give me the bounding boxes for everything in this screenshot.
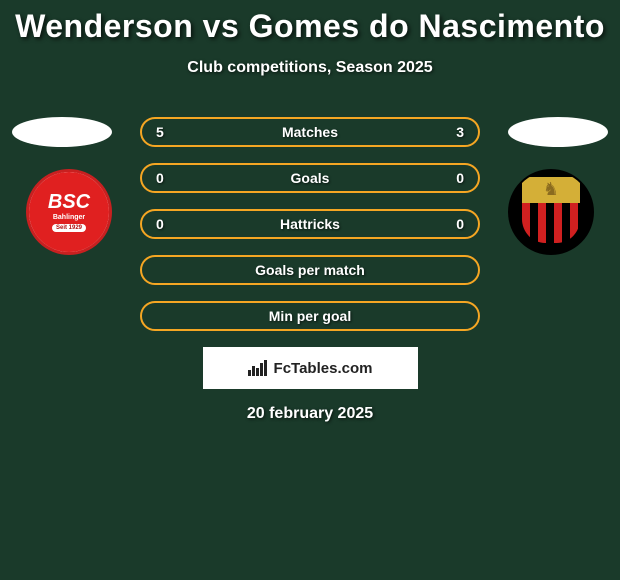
stat-right-value: 3 (424, 124, 464, 140)
player-ellipse-left (12, 117, 112, 147)
stat-label: Goals per match (196, 262, 424, 278)
club-badge-left-inner: BSC Bahlinger Seit 1929 (29, 172, 109, 252)
lion-icon: ♞ (543, 179, 559, 200)
stat-right-value: 0 (424, 216, 464, 232)
stat-label: Min per goal (196, 308, 424, 324)
watermark: FcTables.com (203, 347, 418, 389)
stat-row-matches: 5 Matches 3 (140, 117, 480, 147)
club-badge-right: ♞ (508, 169, 594, 255)
stat-label: Matches (196, 124, 424, 140)
stat-label: Goals (196, 170, 424, 186)
stat-row-mpg: Min per goal (140, 301, 480, 331)
watermark-text: FcTables.com (274, 360, 373, 377)
stat-pills: 5 Matches 3 0 Goals 0 0 Hattricks 0 Goal… (140, 117, 480, 331)
stat-row-gpm: Goals per match (140, 255, 480, 285)
badge-left-abbrev: BSC (48, 192, 90, 212)
stat-left-value: 0 (156, 216, 196, 232)
stat-row-hattricks: 0 Hattricks 0 (140, 209, 480, 239)
root: Wenderson vs Gomes do Nascimento Club co… (0, 0, 620, 423)
shield-stripes (522, 203, 580, 243)
page-title: Wenderson vs Gomes do Nascimento (0, 8, 620, 45)
stat-left-value: 0 (156, 170, 196, 186)
badge-left-since: Seit 1929 (52, 224, 86, 232)
stat-right-value: 0 (424, 170, 464, 186)
date-label: 20 february 2025 (0, 405, 620, 423)
stat-left-value: 5 (156, 124, 196, 140)
club-badge-right-shield: ♞ (510, 171, 592, 253)
stat-row-goals: 0 Goals 0 (140, 163, 480, 193)
stat-label: Hattricks (196, 216, 424, 232)
subtitle: Club competitions, Season 2025 (0, 59, 620, 77)
comparison-area: BSC Bahlinger Seit 1929 ♞ 5 Matches 3 0 … (0, 117, 620, 423)
club-badge-left: BSC Bahlinger Seit 1929 (26, 169, 112, 255)
badge-left-line1: Bahlinger (53, 214, 85, 221)
bars-icon (248, 360, 268, 376)
player-ellipse-right (508, 117, 608, 147)
